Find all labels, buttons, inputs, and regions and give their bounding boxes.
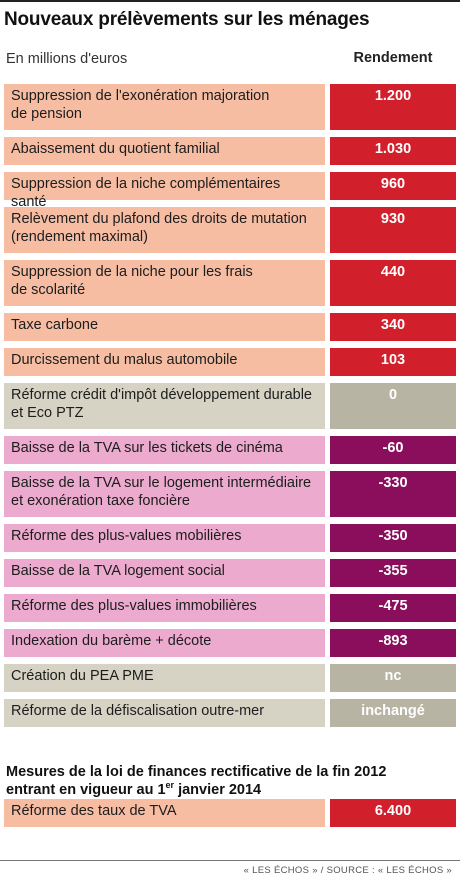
row-value: 960: [330, 172, 456, 200]
section2-title-line1: Mesures de la loi de finances rectificat…: [6, 764, 387, 780]
row-value: 6.400: [330, 799, 456, 827]
row-label-line: Baisse de la TVA sur les tickets de ciné…: [11, 440, 283, 456]
row-value: 1.200: [330, 84, 456, 130]
source-credit: « LES ÉCHOS » / SOURCE : « LES ÉCHOS »: [243, 865, 452, 876]
row-label-line: Suppression de l'exonération majoration: [11, 88, 270, 104]
table-row: Durcissement du malus automobile 103: [4, 348, 456, 376]
row-label-line: Réforme crédit d'impôt développement dur…: [11, 387, 312, 403]
row-value: -330: [330, 471, 456, 517]
row-value: 930: [330, 207, 456, 253]
row-label: Réforme des plus-values immobilières: [4, 594, 325, 622]
table-row: Relèvement du plafond des droits de muta…: [4, 207, 456, 253]
row-label: Abaissement du quotient familial: [4, 137, 325, 165]
table-row: Suppression de l'exonération majoration d…: [4, 84, 456, 130]
section2-title-line2-suffix: janvier 2014: [174, 782, 262, 798]
row-label-line: Durcissement du malus automobile: [11, 352, 238, 368]
top-rule: [0, 0, 460, 2]
row-value: -350: [330, 524, 456, 552]
row-label: Réforme de la défiscalisation outre-mer: [4, 699, 325, 727]
row-label: Suppression de l'exonération majoration d…: [4, 84, 325, 130]
table-row: Baisse de la TVA sur le logement intermé…: [4, 471, 456, 517]
column-header: Rendement: [353, 50, 433, 66]
section2-title-line2-sup: er: [165, 780, 175, 791]
row-value: 340: [330, 313, 456, 341]
row-label: Réforme des taux de TVA: [4, 799, 325, 827]
row-value: 440: [330, 260, 456, 306]
chart-title: Nouveaux prélèvements sur les ménages: [4, 9, 370, 30]
row-value: -893: [330, 629, 456, 657]
row-label: Durcissement du malus automobile: [4, 348, 325, 376]
row-value: -475: [330, 594, 456, 622]
table-row: Taxe carbone 340: [4, 313, 456, 341]
row-label: Suppression de la niche pour les frais de…: [4, 260, 325, 306]
bottom-rule: [0, 860, 460, 861]
table-row: Réforme des plus-values immobilières -475: [4, 594, 456, 622]
row-label-line: de scolarité: [11, 282, 86, 298]
row-value: -60: [330, 436, 456, 464]
section2-title-line2: entrant en vigueur au 1er janvier 2014: [6, 781, 446, 799]
table-row: Baisse de la TVA logement social -355: [4, 559, 456, 587]
row-label-line: et Eco PTZ: [11, 405, 84, 421]
row-label: Création du PEA PME: [4, 664, 325, 692]
row-value: 1.030: [330, 137, 456, 165]
row-label-line: Réforme des plus-values mobilières: [11, 528, 242, 544]
row-label-line: (rendement maximal): [11, 229, 148, 245]
row-label-line: Baisse de la TVA sur le logement intermé…: [11, 475, 312, 491]
table-row: Suppression de la niche complémentaires …: [4, 172, 456, 210]
row-label-line: Réforme des plus-values immobilières: [11, 598, 257, 614]
row-label-line: Réforme de la défiscalisation outre-mer: [11, 703, 265, 719]
row-value: nc: [330, 664, 456, 692]
row-value: 0: [330, 383, 456, 429]
table-row: Création du PEA PME nc: [4, 664, 456, 692]
row-label-line: Baisse de la TVA logement social: [11, 563, 225, 579]
row-label-line: Relèvement du plafond des droits de muta…: [11, 211, 307, 227]
table-row: Abaissement du quotient familial 1.030: [4, 137, 456, 165]
table-row: Suppression de la niche pour les frais de…: [4, 260, 456, 306]
row-label-line: Taxe carbone: [11, 317, 99, 333]
row-label: Réforme des plus-values mobilières: [4, 524, 325, 552]
table-row: Réforme de la défiscalisation outre-mer i…: [4, 699, 456, 727]
row-value: 103: [330, 348, 456, 376]
table-row: Réforme crédit d'impôt développement dur…: [4, 383, 456, 429]
row-label: Baisse de la TVA sur les tickets de ciné…: [4, 436, 325, 464]
row-label-line: de pension: [11, 106, 82, 122]
row-label-line: et exonération taxe foncière: [11, 493, 190, 509]
unit-subtitle: En millions d'euros: [6, 51, 128, 67]
table-row: Réforme des plus-values mobilières -350: [4, 524, 456, 552]
row-label-line: Suppression de la niche pour les frais: [11, 264, 253, 280]
row-value: -355: [330, 559, 456, 587]
table-row: Indexation du barème + décote -893: [4, 629, 456, 657]
section2-title: Mesures de la loi de finances rectificat…: [6, 763, 446, 799]
row-label-line: Réforme des taux de TVA: [11, 803, 177, 819]
table-row: Réforme des taux de TVA 6.400: [4, 799, 456, 827]
row-label: Taxe carbone: [4, 313, 325, 341]
row-label: Relèvement du plafond des droits de muta…: [4, 207, 325, 253]
row-value: inchangé: [330, 699, 456, 727]
row-label: Baisse de la TVA sur le logement intermé…: [4, 471, 325, 517]
section2-title-line2-prefix: entrant en vigueur au 1: [6, 782, 166, 798]
row-label-line: Abaissement du quotient familial: [11, 141, 220, 157]
table-row: Baisse de la TVA sur les tickets de ciné…: [4, 436, 456, 464]
row-label: Suppression de la niche complémentaires …: [4, 172, 325, 210]
row-label-line: Indexation du barème + décote: [11, 633, 212, 649]
row-label: Indexation du barème + décote: [4, 629, 325, 657]
row-label-line: Suppression de la niche complémentaires …: [11, 176, 281, 210]
row-label: Réforme crédit d'impôt développement dur…: [4, 383, 325, 429]
row-label-line: Création du PEA PME: [11, 668, 154, 684]
row-label: Baisse de la TVA logement social: [4, 559, 325, 587]
